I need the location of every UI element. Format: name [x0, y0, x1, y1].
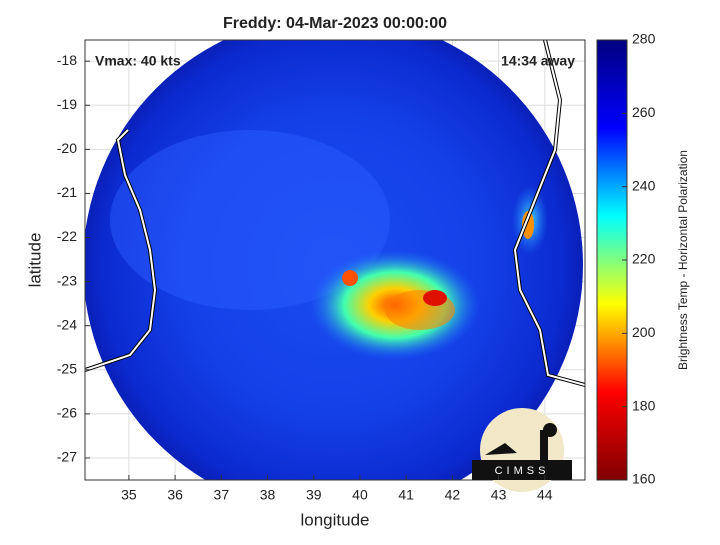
annotation: 14:34 away [501, 53, 575, 69]
y-tick-label: -25 [57, 360, 77, 376]
logo-group: CIMSS [472, 408, 572, 492]
colorbar-tick-label: 160 [632, 471, 656, 487]
colorbar-tick-label: 260 [632, 104, 656, 120]
y-tick-label: -19 [57, 96, 77, 112]
x-tick-label: 40 [352, 487, 368, 503]
colorbar-tick-label: 280 [632, 31, 656, 47]
x-tick-label: 43 [491, 487, 507, 503]
y-tick-label: -22 [57, 228, 77, 244]
x-tick-label: 42 [445, 487, 461, 503]
x-tick-label: 44 [537, 487, 553, 503]
y-tick-label: -18 [57, 52, 77, 68]
x-axis-label: longitude [300, 510, 369, 529]
y-axis-label: latitude [25, 233, 44, 288]
y-tick-label: -24 [57, 316, 77, 332]
y-tick-label: -27 [57, 449, 77, 465]
colorbar-tick-label: 220 [632, 251, 656, 267]
y-tick-label: -26 [57, 405, 77, 421]
colorbar-tick-label: 240 [632, 177, 656, 193]
x-tick-label: 38 [260, 487, 276, 503]
colorbar-tick-label: 180 [632, 397, 656, 413]
plot-frame [84, 39, 586, 481]
x-tick-label: 39 [306, 487, 322, 503]
swath-image [85, 40, 585, 480]
y-tick-label: -23 [57, 272, 77, 288]
logo-text: CIMSS [495, 465, 550, 477]
colorbar-label: Brightness Temp - Horizontal Polarizatio… [676, 150, 690, 370]
x-tick-label: 37 [214, 487, 230, 503]
annotation: Vmax: 40 kts [95, 53, 181, 69]
colorbar-tick-label: 200 [632, 324, 656, 340]
chart-title: Freddy: 04-Mar-2023 00:00:00 [223, 15, 447, 32]
y-tick-label: -21 [57, 184, 77, 200]
x-tick-label: 35 [121, 487, 137, 503]
y-tick-label: -20 [57, 140, 77, 156]
x-tick-label: 41 [398, 487, 414, 503]
x-tick-label: 36 [167, 487, 183, 503]
